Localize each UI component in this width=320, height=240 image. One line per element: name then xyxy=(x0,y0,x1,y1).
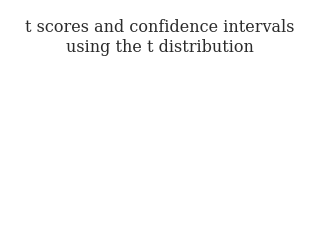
Text: t scores and confidence intervals
using the t distribution: t scores and confidence intervals using … xyxy=(25,19,295,56)
